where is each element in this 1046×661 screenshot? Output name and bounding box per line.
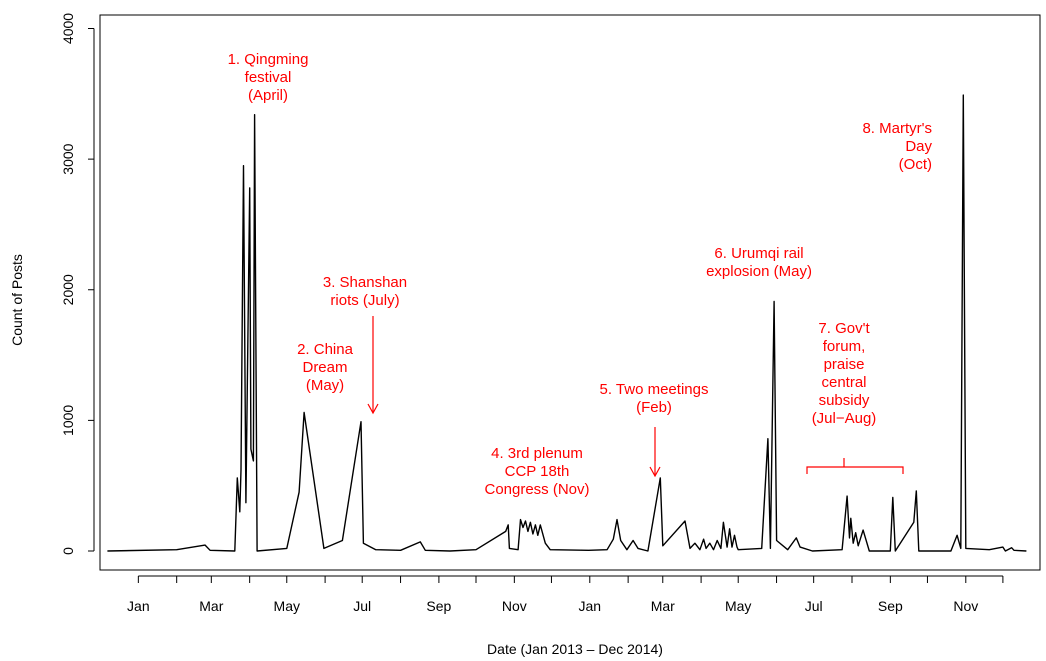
x-axis-title: Date (Jan 2013 – Dec 2014) (487, 641, 663, 657)
annotation: 5. Two meetings(Feb) (600, 381, 709, 416)
x-tick-label: Jul (353, 598, 371, 614)
annotation-bracket (806, 466, 904, 474)
x-tick-label: Jul (805, 598, 823, 614)
x-tick-label: May (725, 598, 751, 614)
annotation-text: (Jul−Aug) (812, 410, 877, 427)
x-tick-label: Nov (953, 598, 978, 614)
annotation-text: 8. Martyr's (862, 120, 932, 137)
x-tick-label: Sep (426, 598, 451, 614)
annotation-text: 5. Two meetings (600, 381, 709, 398)
annotation-text: riots (July) (330, 292, 399, 309)
series-line (107, 94, 1027, 552)
chart-axes (99, 14, 1041, 571)
annotation-text: 7. Gov't (818, 320, 870, 337)
x-tick-label: Mar (199, 598, 223, 614)
y-axis-title: Count of Posts (9, 254, 25, 346)
x-tick-label: Jan (579, 598, 602, 614)
y-tick-label: 3000 (60, 143, 76, 174)
annotation-text: (Feb) (636, 399, 672, 416)
axis-ticks: 0 1000 2000 3000 4000 Jan Mar May Jul Sep Nov Jan Ma… (60, 13, 1004, 614)
annotation-text: 3. Shanshan (323, 274, 407, 291)
annotation-text: 2. China (297, 341, 354, 358)
arrow-head (649, 466, 661, 478)
annotation-text: central (821, 374, 866, 391)
annotation-text: Congress (Nov) (484, 481, 589, 498)
arrow-head (367, 403, 379, 415)
x-tick-label: Sep (878, 598, 903, 614)
annotation-text: forum, (823, 338, 866, 355)
annotation: 7. Gov'tforum,praisecentralsubsidy(Jul−A… (812, 320, 877, 427)
annotation-text: subsidy (819, 392, 870, 409)
y-tick-label: 4000 (60, 13, 76, 44)
annotation-text: explosion (May) (706, 263, 812, 280)
annotation-text: (April) (248, 87, 288, 104)
annotation-text: CCP 18th (505, 463, 570, 480)
annotation-text: (Oct) (899, 156, 932, 173)
annotation-text: 4. 3rd plenum (491, 445, 583, 462)
x-tick-label: Mar (651, 598, 675, 614)
x-tick-label: May (274, 598, 300, 614)
annotation-text: 6. Urumqi rail (714, 245, 803, 262)
annotation-text: Day (905, 138, 932, 155)
series-layer (107, 94, 1027, 552)
annotation-text: (May) (306, 377, 344, 394)
y-tick-label: 0 (60, 547, 76, 555)
annotation-text: 1. Qingming (228, 51, 309, 68)
y-tick-label: 1000 (60, 405, 76, 436)
annotation-text: praise (824, 356, 865, 373)
x-tick-label: Jan (127, 598, 150, 614)
plot-frame (99, 14, 1041, 571)
x-tick-label: Nov (502, 598, 527, 614)
y-tick-label: 2000 (60, 274, 76, 305)
annotation-text: festival (245, 69, 292, 86)
annotation-text: Dream (302, 359, 347, 376)
